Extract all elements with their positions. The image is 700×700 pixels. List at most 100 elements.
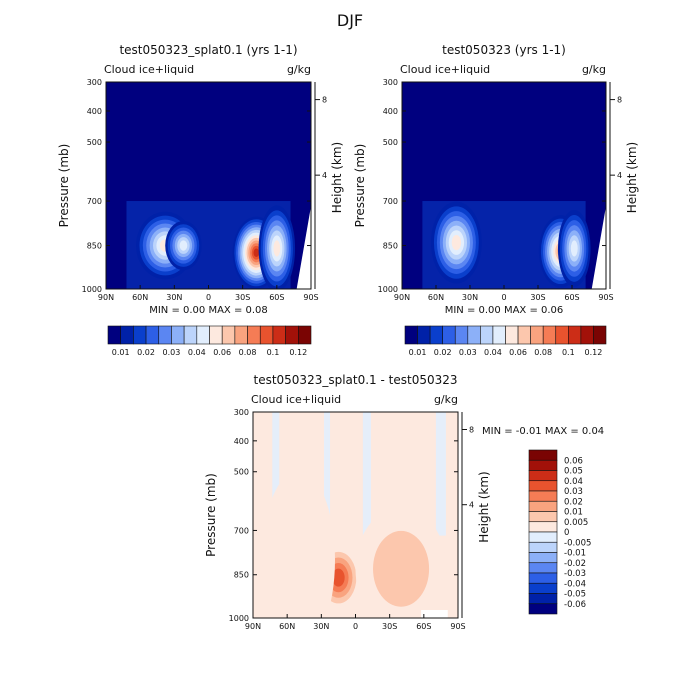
chart-title: test050323_splat0.1 - test050323 [253, 373, 457, 387]
contour-level [253, 248, 260, 258]
y-tick-label: 500 [87, 138, 102, 147]
colorbar-label: -0.005 [564, 538, 591, 548]
colorbar-swatch [454, 325, 469, 345]
colorbar-label: -0.03 [564, 569, 586, 579]
units-label: g/kg [434, 393, 458, 406]
colorbar-label: 0.08 [534, 348, 552, 357]
contour-level [332, 568, 345, 587]
colorbar-label: 0.03 [459, 348, 477, 357]
colorbar-swatch [528, 459, 558, 471]
colorbar: 0.01 0.02 0.03 0.04 0.06 0.08 0.1 0.12 [107, 325, 312, 357]
colorbar-label: 0.01 [112, 348, 130, 357]
y-tick-label: 500 [234, 468, 249, 477]
x-tick-label: 60N [279, 622, 295, 631]
variable-label: Cloud ice+liquid [400, 63, 490, 76]
colorbar-swatch [120, 325, 134, 345]
colorbar-label: 0.03 [163, 348, 181, 357]
contour-field [402, 82, 606, 289]
variable-label: Cloud ice+liquid [104, 63, 194, 76]
height-tick-label: 4 [469, 501, 474, 510]
x-tick-label: 90N [98, 293, 114, 302]
x-tick-label: 60S [416, 622, 431, 631]
y-tick-label: 700 [383, 197, 398, 206]
colorbar-label: 0 [564, 528, 569, 538]
y-axis-label: Pressure (mb) [353, 144, 367, 228]
contour-level [262, 470, 335, 618]
colorbar-swatch [272, 325, 286, 345]
y-tick-label: 400 [234, 437, 249, 446]
colorbar-swatch [247, 325, 261, 345]
y-tick-label: 850 [234, 571, 249, 580]
height-tick-label: 4 [322, 171, 327, 180]
height-axis-label: Height (km) [330, 142, 344, 213]
colorbar-label: 0.04 [188, 348, 206, 357]
y-tick-label: 1000 [229, 614, 249, 623]
y-tick-label: 300 [87, 78, 102, 87]
y-tick-label: 700 [234, 526, 249, 535]
chart-panel-3: test050323_splat0.1 - test050323 Cloud ic… [204, 373, 604, 631]
chart-panel-1: test050323_splat0.1 (yrs 1-1) Cloud ice+l… [57, 43, 344, 357]
colorbar-swatch [404, 325, 418, 345]
colorbar-swatch [528, 603, 558, 615]
y-tick-label: 400 [383, 107, 398, 116]
colorbar-swatch [505, 325, 519, 345]
height-tick-label: 8 [469, 426, 474, 435]
x-tick-label: 90S [450, 622, 465, 631]
colorbar-swatch [528, 449, 558, 461]
x-tick-label: 0 [206, 293, 211, 302]
topography-mask [421, 610, 448, 618]
colorbar-swatch [593, 325, 607, 345]
x-tick-label: 60S [269, 293, 284, 302]
y-tick-label: 850 [87, 242, 102, 251]
colorbar-swatch [234, 325, 248, 345]
x-tick-label: 0 [353, 622, 358, 631]
page-title: DJF [337, 11, 363, 30]
x-tick-label: 30S [235, 293, 250, 302]
colorbar-label: 0.01 [564, 508, 583, 518]
colorbar-label: 0.06 [213, 348, 231, 357]
height-tick-label: 4 [617, 171, 622, 180]
x-tick-label: 90S [598, 293, 613, 302]
colorbar-swatch [171, 325, 185, 345]
colorbar-swatch [528, 531, 558, 543]
x-tick-label: 30N [313, 622, 329, 631]
colorbar-swatch [196, 325, 210, 345]
x-tick-label: 30N [166, 293, 182, 302]
colorbar-label: 0.04 [564, 477, 583, 487]
colorbar-label: -0.06 [564, 600, 586, 610]
colorbar-label: 0.005 [564, 518, 588, 528]
colorbar-swatch [221, 325, 236, 345]
units-label: g/kg [287, 63, 311, 76]
colorbar-swatch [517, 325, 531, 345]
colorbar-label: -0.02 [564, 559, 586, 569]
colorbar-label: 0.03 [564, 487, 583, 497]
contour-level [451, 234, 462, 251]
y-tick-label: 700 [87, 197, 102, 206]
min-max-stats: MIN = 0.00 MAX = 0.06 [445, 305, 564, 316]
colorbar-label: 0.04 [484, 348, 502, 357]
field-streak [324, 412, 331, 536]
colorbar-label: 0.08 [239, 348, 257, 357]
colorbar-label: 0.05 [564, 467, 583, 477]
chart-panel-2: test050323 (yrs 1-1) Cloud ice+liquid g/kg… [353, 43, 639, 357]
colorbar-swatch [528, 470, 558, 482]
y-tick-label: 300 [383, 78, 398, 87]
contour-field [253, 412, 458, 618]
colorbar-swatch [259, 325, 274, 345]
topography-mask [591, 206, 606, 289]
y-tick-label: 400 [87, 107, 102, 116]
contour-level [179, 240, 188, 251]
y-tick-label: 500 [383, 138, 398, 147]
x-tick-label: 90N [394, 293, 410, 302]
field-streak [435, 412, 446, 536]
colorbar-swatch [145, 325, 160, 345]
min-max-stats: MIN = -0.01 MAX = 0.04 [482, 426, 604, 437]
units-label: g/kg [582, 63, 606, 76]
x-tick-label: 90S [303, 293, 318, 302]
colorbar-swatch [528, 582, 558, 594]
colorbar-swatch [528, 500, 558, 512]
contour-level [373, 530, 430, 607]
x-tick-label: 30S [530, 293, 545, 302]
colorbar-swatch [528, 541, 558, 553]
colorbar-swatch [298, 325, 312, 345]
